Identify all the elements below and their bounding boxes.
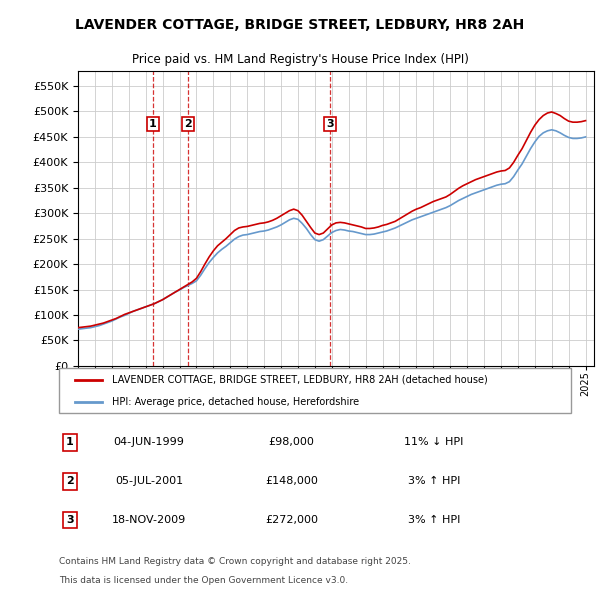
Text: HPI: Average price, detached house, Herefordshire: HPI: Average price, detached house, Here… [112,397,359,407]
Text: 3% ↑ HPI: 3% ↑ HPI [408,515,460,525]
Text: LAVENDER COTTAGE, BRIDGE STREET, LEDBURY, HR8 2AH (detached house): LAVENDER COTTAGE, BRIDGE STREET, LEDBURY… [112,375,488,385]
Text: 3% ↑ HPI: 3% ↑ HPI [408,476,460,486]
Text: This data is licensed under the Open Government Licence v3.0.: This data is licensed under the Open Gov… [59,576,349,585]
Text: Price paid vs. HM Land Registry's House Price Index (HPI): Price paid vs. HM Land Registry's House … [131,53,469,66]
Text: LAVENDER COTTAGE, BRIDGE STREET, LEDBURY, HR8 2AH: LAVENDER COTTAGE, BRIDGE STREET, LEDBURY… [76,18,524,32]
Text: 18-NOV-2009: 18-NOV-2009 [112,515,186,525]
Text: £272,000: £272,000 [265,515,318,525]
Text: 2: 2 [184,119,192,129]
Text: 3: 3 [66,515,74,525]
Text: 11% ↓ HPI: 11% ↓ HPI [404,437,464,447]
Text: 04-JUN-1999: 04-JUN-1999 [113,437,184,447]
Text: 05-JUL-2001: 05-JUL-2001 [115,476,183,486]
Text: £98,000: £98,000 [269,437,314,447]
Text: 3: 3 [326,119,334,129]
Text: 1: 1 [149,119,157,129]
Text: £148,000: £148,000 [265,476,318,486]
Text: 1: 1 [66,437,74,447]
Text: Contains HM Land Registry data © Crown copyright and database right 2025.: Contains HM Land Registry data © Crown c… [59,557,411,566]
Text: 2: 2 [66,476,74,486]
FancyBboxPatch shape [59,368,571,414]
